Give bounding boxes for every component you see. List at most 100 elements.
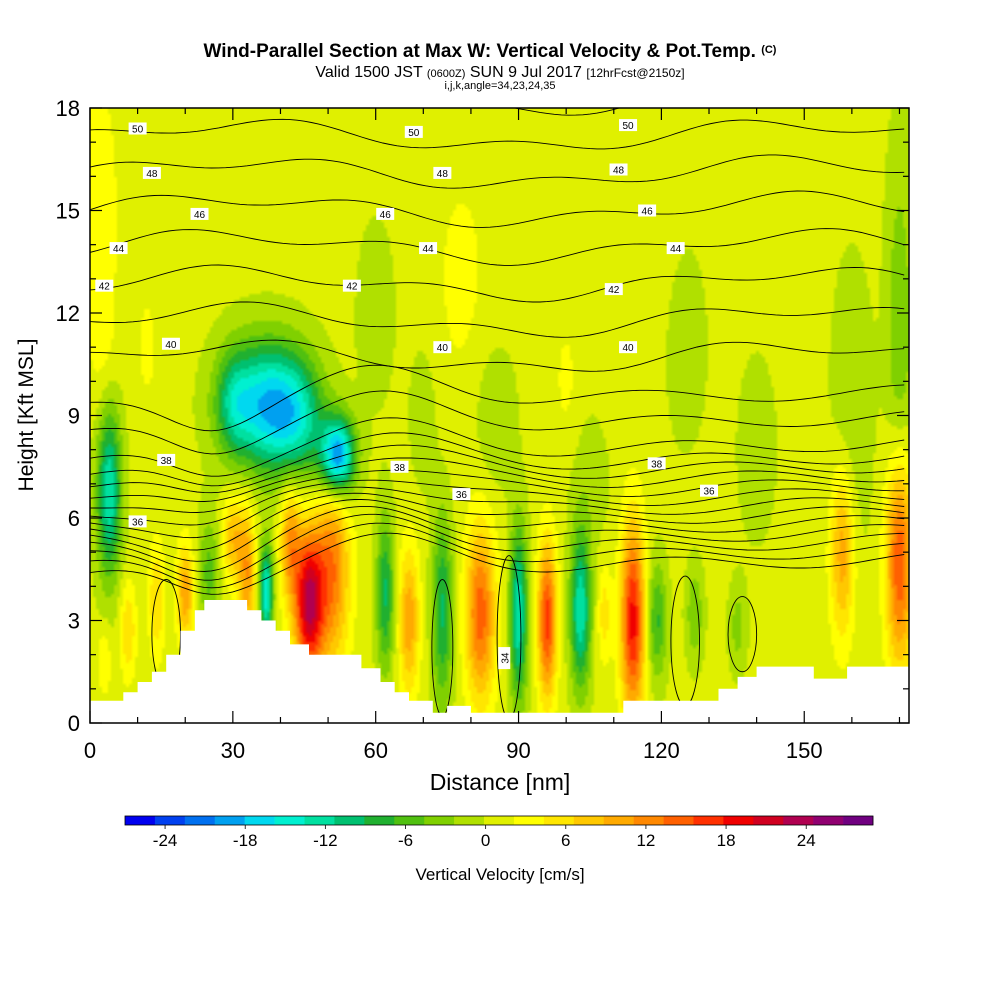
contour-label: 46 xyxy=(376,207,395,221)
colorbar-swatch xyxy=(783,816,814,825)
contour-label-text: 42 xyxy=(99,282,111,293)
colorbar-tick-label: -6 xyxy=(398,831,413,850)
contour-label-text: 50 xyxy=(408,128,420,139)
contour-label-text: 50 xyxy=(623,121,635,132)
theta-contour-line xyxy=(90,190,905,228)
x-tick-label: 150 xyxy=(786,738,823,763)
y-tick-label: 3 xyxy=(68,609,80,634)
y-tick-label: 6 xyxy=(68,506,80,531)
contour-label-text: 40 xyxy=(623,343,635,354)
colorbar-swatch xyxy=(573,816,605,825)
x-axis-label: Distance [nm] xyxy=(430,769,571,795)
potential-temperature-contours xyxy=(90,0,905,721)
colorbar-swatch xyxy=(334,816,365,825)
y-tick-label: 9 xyxy=(68,404,80,429)
theta-contour-line xyxy=(90,301,905,338)
theta-contour-line xyxy=(90,432,905,487)
contour-label-text: 36 xyxy=(456,490,468,501)
contour-label: 50 xyxy=(619,119,638,132)
theta-contour-line xyxy=(90,264,905,303)
colorbar-tick-label: -12 xyxy=(313,831,338,850)
chart-subtitle: Valid 1500 JST (0600Z) SUN 9 Jul 2017 [1… xyxy=(315,64,684,81)
theta-contour-line xyxy=(90,522,905,589)
colorbar-tick-label: 0 xyxy=(481,831,490,850)
y-tick-label: 15 xyxy=(56,199,80,224)
contour-label: 36 xyxy=(452,488,471,501)
colorbar-swatch xyxy=(454,816,485,825)
contour-label-text: 48 xyxy=(146,169,158,180)
theta-contour-line xyxy=(90,492,905,551)
contour-label-text: 38 xyxy=(394,463,406,474)
theta-contour-line xyxy=(90,118,905,150)
theta-contour-line xyxy=(90,154,905,189)
y-tick-label: 12 xyxy=(56,301,80,326)
contour-label: 50 xyxy=(404,125,423,139)
colorbar-swatch xyxy=(543,816,575,825)
colorbar-swatch xyxy=(424,816,455,825)
x-tick-label: 90 xyxy=(506,738,530,763)
colorbar-swatch xyxy=(244,816,275,825)
contour-label-text: 40 xyxy=(165,340,177,351)
x-tick-label: 0 xyxy=(84,738,96,763)
colorbar-swatch xyxy=(663,816,694,825)
colorbar: -24 -18 -12 -6 0 6 12 18 24 xyxy=(124,815,874,850)
theta-contour-line xyxy=(90,499,905,562)
contour-label-text: 34 xyxy=(500,652,511,664)
y-tick-label: 18 xyxy=(56,96,80,121)
y-tick-label: 0 xyxy=(68,711,80,736)
contour-label: 42 xyxy=(604,283,623,296)
theta-contour-line xyxy=(90,513,905,581)
colorbar-swatch xyxy=(603,816,634,825)
colorbar-tick-label: -18 xyxy=(233,831,258,850)
chart-title: Wind-Parallel Section at Max W: Vertical… xyxy=(204,41,777,62)
y-axis-label: Height [Kft MSL] xyxy=(15,339,38,492)
contour-label: 48 xyxy=(142,166,161,180)
contour-label-text: 46 xyxy=(194,210,206,221)
colorbar-swatch xyxy=(364,816,395,825)
theta-contour-line xyxy=(90,364,905,432)
theta-contour-line xyxy=(90,469,905,513)
theta-contour-line xyxy=(90,390,905,455)
contour-label-text: 46 xyxy=(642,207,654,218)
contour-label: 46 xyxy=(638,204,657,218)
contour-label: 38 xyxy=(647,457,666,470)
colorbar-swatch xyxy=(184,816,216,825)
contour-label-text: 50 xyxy=(132,125,144,136)
contour-label-text: 48 xyxy=(613,166,625,177)
theta-contour-loop xyxy=(727,596,758,673)
contour-label: 34 xyxy=(498,647,511,670)
contour-label-text: 44 xyxy=(670,244,682,255)
theta-contour-line xyxy=(90,486,905,539)
terrain-mask xyxy=(90,600,909,723)
colorbar-swatch xyxy=(843,816,874,825)
contour-label: 48 xyxy=(433,166,452,180)
contour-label-text: 42 xyxy=(346,282,358,293)
theta-contour-line xyxy=(90,417,905,477)
theta-contour-line xyxy=(90,444,905,494)
contour-label: 42 xyxy=(342,279,361,293)
contour-label: 40 xyxy=(161,337,180,351)
contour-label-text: 44 xyxy=(423,244,435,255)
contour-label: 40 xyxy=(433,341,452,354)
contour-label-text: 44 xyxy=(113,244,125,255)
contour-label-text: 48 xyxy=(437,169,449,180)
contour-label: 50 xyxy=(128,122,147,136)
x-tick-label: 120 xyxy=(643,738,680,763)
colorbar-swatch xyxy=(274,816,305,825)
contour-label: 42 xyxy=(95,279,114,293)
contour-label-text: 38 xyxy=(651,459,663,470)
theta-contour-line xyxy=(90,0,904,7)
colorbar-swatch xyxy=(125,816,156,825)
contour-label: 36 xyxy=(700,484,719,498)
theta-contour-line xyxy=(90,479,905,526)
colorbar-swatch xyxy=(304,816,335,825)
theta-contour-line xyxy=(90,532,905,595)
theta-contour-line xyxy=(90,457,905,502)
colorbar-tick-label: 24 xyxy=(797,831,816,850)
colorbar-tick-label: 6 xyxy=(561,831,570,850)
colorbar-swatch xyxy=(723,816,754,825)
contour-label: 44 xyxy=(109,242,128,255)
colorbar-swatch xyxy=(753,816,784,825)
